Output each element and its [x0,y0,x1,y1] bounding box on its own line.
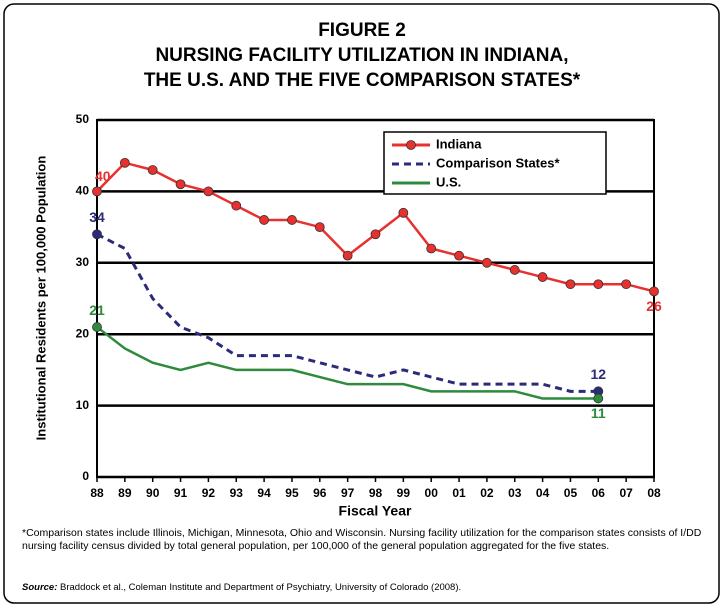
point-marker [231,200,242,211]
chart-title: FIGURE 2 [318,20,406,41]
footnote: *Comparison states include Illinois, Mic… [22,527,702,552]
data-label: 11 [591,405,606,421]
legend-label: Indiana [436,136,482,151]
point-marker [342,250,353,261]
legend-label: Comparison States* [436,155,560,170]
x-tick-label: 01 [452,486,466,500]
x-tick-label: 96 [313,486,327,500]
point-marker [92,322,102,332]
x-tick-label: 94 [257,486,271,500]
x-tick-label: 03 [508,486,522,500]
y-tick-label: 20 [76,326,90,340]
data-label: 40 [95,168,111,184]
x-tick-label: 95 [285,486,299,500]
data-label: 21 [89,302,105,318]
point-marker [537,272,548,282]
series-line [96,232,599,393]
legend-marker [406,140,416,150]
point-marker [565,279,576,290]
source-label: Source: [22,582,58,593]
point-marker [454,250,464,261]
legend-label: U.S. [436,174,461,189]
point-marker [92,229,102,240]
y-tick-label: 10 [76,398,90,412]
x-tick-label: 93 [230,486,244,500]
point-marker [398,207,409,218]
point-marker [147,165,158,175]
y-axis-title: Institutional Residents per 100,000 Popu… [33,156,48,441]
x-tick-label: 08 [647,486,661,500]
x-tick-label: 88 [90,486,104,500]
point-marker [481,257,492,268]
x-tick-label: 05 [564,486,578,500]
y-tick-label: 50 [76,112,90,126]
data-label: 12 [591,366,607,382]
x-tick-label: 04 [536,486,550,500]
source-text: Braddock et al., Coleman Institute and D… [60,582,462,593]
x-tick-label: 07 [619,486,633,500]
x-tick-label: 89 [118,486,132,500]
source: Source: Braddock et al., Coleman Institu… [22,582,461,593]
x-axis-title: Fiscal Year [339,503,412,519]
x-tick-label: 92 [202,486,216,500]
series-line [96,326,599,400]
chart-title: NURSING FACILITY UTILIZATION IN INDIANA, [155,45,568,66]
y-tick-label: 40 [76,184,90,198]
x-tick-label: 90 [146,486,160,500]
y-tick-label: 0 [82,469,89,483]
x-tick-label: 99 [397,486,411,500]
x-tick-label: 98 [369,486,383,500]
y-tick-label: 30 [76,255,90,269]
point-marker [92,186,102,197]
point-marker [426,243,437,254]
point-marker [314,222,325,233]
x-tick-label: 02 [480,486,494,500]
point-marker [621,279,632,290]
point-marker [175,179,186,190]
point-marker [203,186,214,197]
point-marker [593,393,604,404]
point-marker [119,157,130,168]
chart-title: THE U.S. AND THE FIVE COMPARISON STATES* [144,70,581,91]
point-marker [259,215,270,225]
point-marker [370,229,381,240]
x-tick-label: 97 [341,486,355,500]
data-label: 34 [89,209,105,225]
x-tick-label: 06 [592,486,606,500]
point-marker [509,265,520,275]
point-marker [649,286,659,297]
x-tick-label: 91 [174,486,188,500]
data-label: 26 [646,298,662,314]
x-tick-label: 00 [425,486,439,500]
point-marker [287,215,297,225]
point-marker [593,279,604,290]
